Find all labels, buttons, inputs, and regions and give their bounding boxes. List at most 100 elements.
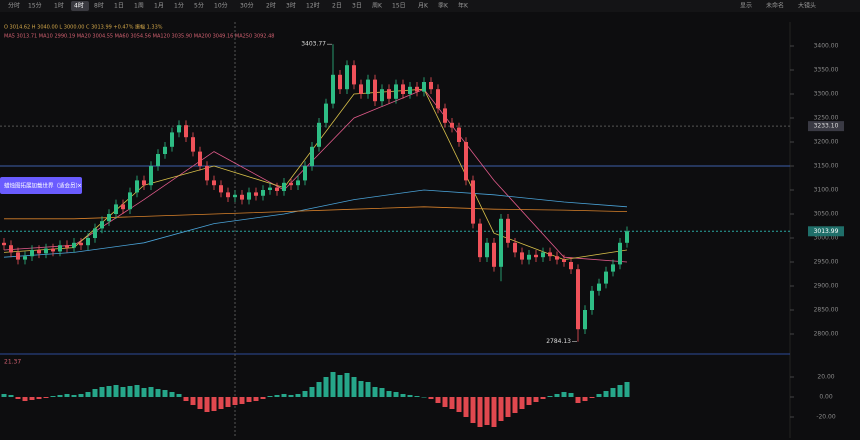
candle-body	[541, 252, 545, 258]
macd-bar	[71, 395, 77, 397]
toolbar-item[interactable]: 30分	[240, 2, 254, 10]
macd-bar	[141, 388, 147, 397]
candle-body	[247, 192, 251, 200]
toolbar-item[interactable]: 3日	[352, 3, 362, 10]
y-tick-label: 2900.00	[814, 283, 839, 290]
macd-bar	[351, 377, 357, 397]
toolbar-item[interactable]: 2时	[266, 2, 276, 10]
candle-body	[163, 146, 167, 154]
macd-bar	[484, 397, 490, 425]
toolbar-item[interactable]: 月K	[418, 3, 429, 10]
banner-close[interactable]: ×	[77, 183, 82, 190]
macd-bar	[400, 394, 406, 397]
candle-body	[415, 86, 419, 92]
macd-bar	[442, 397, 448, 407]
legend-line: O 3014.62 H 3040.00 L 3000.00 C 3013.99 …	[4, 24, 163, 31]
macd-bar	[582, 397, 588, 401]
candle-body	[121, 204, 125, 210]
y-tick-label: 3150.00	[814, 163, 839, 170]
macd-bar	[596, 394, 602, 397]
candle-body	[72, 242, 76, 248]
macd-bar	[134, 385, 140, 397]
macd-bar	[302, 391, 308, 397]
macd-bar	[22, 397, 28, 401]
macd-bar	[127, 386, 133, 397]
candle-body	[464, 142, 468, 181]
toolbar-item[interactable]: 5分	[194, 2, 204, 10]
macd-bar	[36, 397, 42, 399]
toolbar-item[interactable]: 1时	[54, 2, 64, 10]
macd-bar	[204, 397, 210, 412]
candle-body	[310, 146, 314, 166]
candle-body	[191, 137, 195, 152]
macd-bar	[561, 392, 567, 397]
macd-bar	[323, 377, 329, 397]
candle-body	[401, 84, 405, 94]
toolbar-item[interactable]: 周K	[372, 3, 383, 10]
toolbar-item[interactable]: 1日	[114, 3, 124, 10]
candle-body	[177, 125, 181, 133]
candle-body	[555, 256, 559, 260]
crosshair-label-box	[808, 121, 844, 132]
macd-bar	[386, 391, 392, 397]
toolbar-item[interactable]: 1周	[134, 3, 144, 10]
macd-bar	[78, 394, 84, 397]
candle-body	[142, 180, 146, 186]
candle-body	[345, 65, 349, 90]
candle-body	[226, 192, 230, 198]
candle-body	[583, 310, 587, 330]
y-tick-label: 3000.00	[814, 235, 839, 242]
macd-bar	[288, 395, 294, 397]
macd-bar	[162, 390, 168, 397]
candle-body	[373, 79, 377, 102]
toolbar-item[interactable]: 3时	[286, 2, 296, 10]
candle-body	[128, 192, 132, 210]
toolbar-right-item[interactable]: 大镜头	[798, 2, 816, 10]
toolbar-right-item[interactable]: 未命名	[766, 2, 784, 10]
candle-body	[324, 103, 328, 123]
macd-tick-label: 20.00	[817, 374, 834, 381]
toolbar-item[interactable]: 年K	[458, 2, 469, 10]
macd-bar	[176, 394, 182, 397]
macd-bar	[428, 397, 434, 399]
candle-body	[569, 262, 573, 270]
candle-body	[135, 180, 139, 193]
candle-body	[618, 242, 622, 265]
macd-bar	[260, 397, 266, 399]
toolbar-item[interactable]: 1月	[154, 3, 164, 10]
toolbar-item[interactable]: 15分	[28, 2, 42, 10]
toolbar-right-item[interactable]: 显示	[740, 3, 752, 10]
candle-body	[65, 245, 69, 248]
candle-body	[254, 192, 258, 196]
macd-bar	[435, 397, 441, 403]
candle-body	[380, 89, 384, 102]
macd-bar	[603, 391, 609, 397]
toolbar-item[interactable]: 10分	[214, 2, 228, 10]
macd-bar	[106, 386, 112, 397]
candle-body	[9, 245, 13, 253]
toolbar-item[interactable]: 季K	[438, 2, 449, 10]
candle-body	[485, 242, 489, 258]
macd-bar	[232, 397, 238, 405]
toolbar-item[interactable]: 2日	[332, 3, 342, 10]
toolbar-item[interactable]: 分时	[8, 2, 20, 10]
candle-body	[408, 86, 412, 94]
candle-body	[471, 180, 475, 224]
legend-line: MA5 3013.71 MA10 2990.19 MA20 3004.55 MA…	[4, 34, 274, 40]
candle-body	[212, 180, 216, 186]
macd-bar	[64, 394, 70, 397]
macd-bar	[365, 382, 371, 397]
macd-bar	[218, 397, 224, 409]
toolbar-item[interactable]: 1分	[174, 2, 184, 10]
candle-body	[86, 238, 90, 246]
banner[interactable]	[0, 177, 82, 194]
candle-body	[457, 127, 461, 142]
toolbar-item[interactable]: 12时	[306, 2, 320, 10]
crosshair-label: 3233.10	[814, 123, 839, 130]
macd-bar	[505, 397, 511, 417]
toolbar-item[interactable]: 4时	[74, 2, 84, 10]
toolbar-item[interactable]: 15日	[392, 3, 406, 10]
macd-bar	[169, 392, 175, 397]
toolbar-item[interactable]: 8时	[94, 2, 104, 10]
macd-bar	[610, 388, 616, 397]
